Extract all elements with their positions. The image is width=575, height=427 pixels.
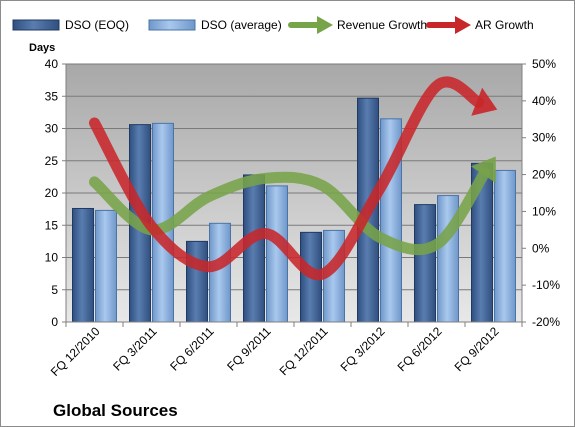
- right-axis-tick-label: 10%: [532, 204, 556, 218]
- bar-dso-average: [209, 222, 231, 323]
- x-axis-tick-label: FQ 3/2011: [110, 324, 160, 374]
- company-name: Global Sources: [53, 401, 178, 420]
- left-axis-tick-label: 10: [45, 251, 59, 265]
- x-axis-tick-label: FQ 12/2010: [48, 324, 103, 379]
- x-axis-tick-label: FQ 12/2011: [277, 324, 331, 378]
- bar-dso-eoq: [72, 207, 94, 323]
- bar-dso-average: [494, 169, 516, 323]
- arrowhead-ar-growth: [471, 87, 498, 116]
- legend-arrow-revenue-growth: [317, 16, 333, 34]
- left-axis-title: Days: [29, 42, 55, 54]
- line-layer: [89, 76, 498, 281]
- legend-arrow-ar-growth: [455, 16, 471, 34]
- right-axis-tick-label: 40%: [532, 94, 556, 108]
- legend: DSO (EOQ) DSO (average) Revenue Growth AR G…: [12, 16, 534, 34]
- x-axis-tick-label: FQ 6/2012: [395, 324, 445, 374]
- x-axis-tick-label: FQ 6/2011: [167, 324, 217, 374]
- right-axis-tick-label: 0%: [532, 241, 550, 255]
- legend-label-dso-average: DSO (average): [201, 18, 282, 32]
- left-axis-tick-label: 5: [51, 283, 58, 297]
- left-axis-tick-label: 35: [45, 89, 59, 103]
- legend-swatch-dso-average: [148, 19, 196, 31]
- bar-dso-eoq: [414, 204, 436, 323]
- legend-label-ar-growth: AR Growth: [475, 18, 534, 32]
- right-axis-tick-label: 30%: [532, 131, 556, 145]
- left-axis-tick-label: 20: [45, 186, 59, 200]
- legend-swatch-dso-eoq: [12, 19, 60, 31]
- line-ar-growth: [89, 76, 485, 281]
- bar-dso-average: [95, 209, 117, 323]
- left-axis-tick-label: 0: [51, 315, 58, 329]
- left-axis-tick-label: 40: [45, 57, 59, 71]
- right-axis-tick-label: 50%: [532, 57, 556, 71]
- left-axis-tick-label: 30: [45, 122, 59, 136]
- x-axis-tick-label: FQ 9/2011: [224, 324, 274, 374]
- bar-dso-eoq: [186, 240, 208, 323]
- right-axis-tick-label: -20%: [532, 315, 560, 329]
- x-axis-tick-label: FQ 3/2012: [338, 324, 388, 374]
- right-axis-tick-label: -10%: [532, 278, 560, 292]
- x-axis-tick-label: FQ 9/2012: [452, 324, 502, 374]
- right-axis-tick-label: 20%: [532, 168, 556, 182]
- arrowhead-revenue-growth: [471, 156, 496, 184]
- legend-label-dso-eoq: DSO (EOQ): [65, 18, 129, 32]
- left-axis-tick-label: 25: [45, 154, 59, 168]
- legend-label-revenue-growth: Revenue Growth: [337, 18, 427, 32]
- left-axis-tick-label: 15: [45, 218, 59, 232]
